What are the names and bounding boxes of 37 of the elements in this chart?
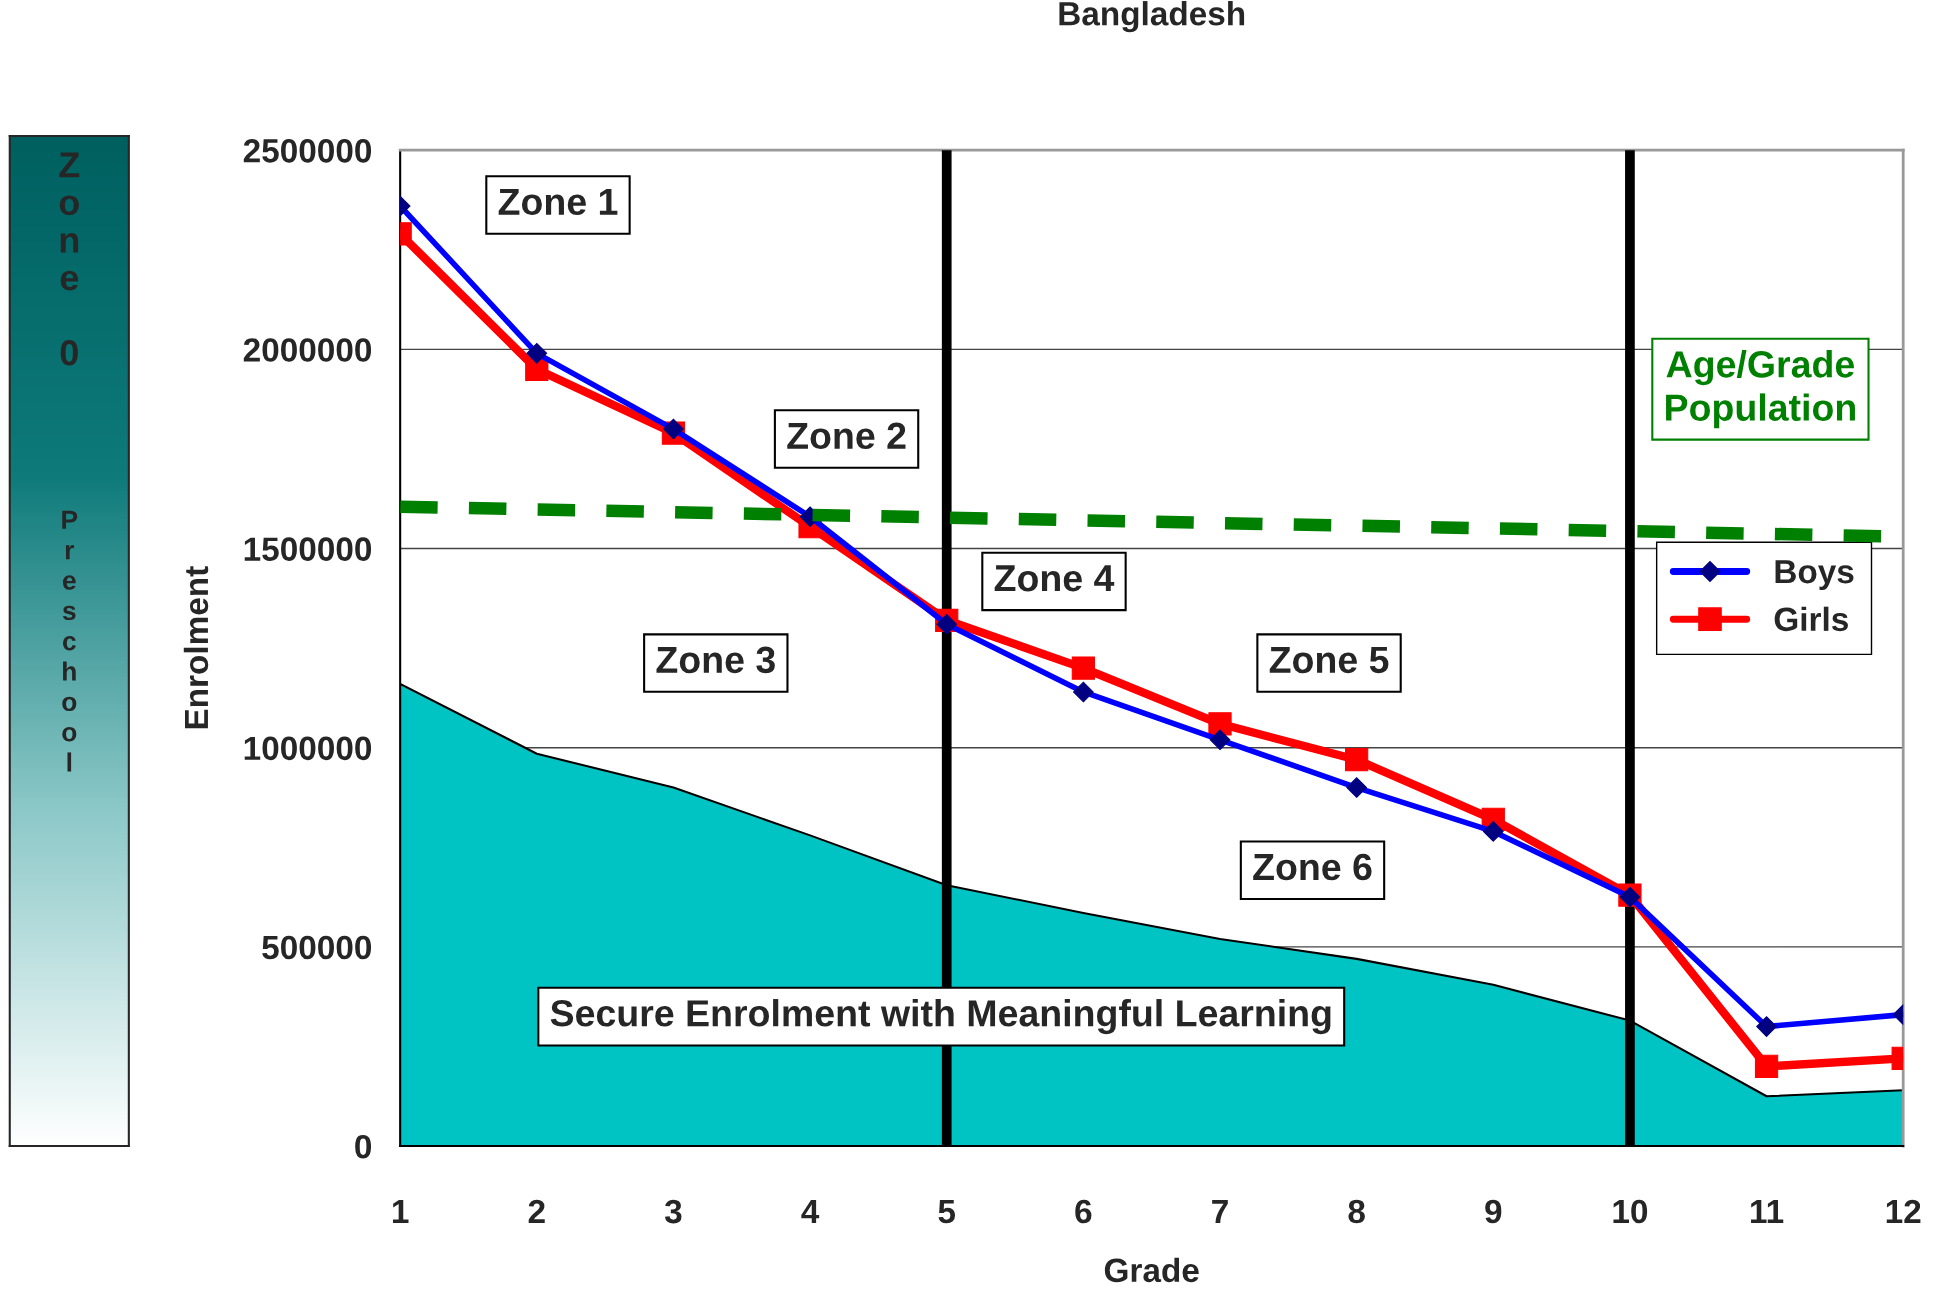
x-tick-label: 10 bbox=[1613, 1199, 1648, 1224]
y-tick-label: 500000 bbox=[262, 935, 372, 960]
x-tick-label: 4 bbox=[801, 1200, 820, 1224]
x-tick-label: 3 bbox=[664, 1199, 682, 1224]
x-tick-label: 9 bbox=[1485, 1199, 1502, 1224]
y-axis-title: Enrolment bbox=[183, 566, 209, 729]
y-tick-label: 2500000 bbox=[243, 139, 372, 163]
legend-label: Girls bbox=[1774, 606, 1848, 632]
text: Age/Grade Population bbox=[1666, 350, 1855, 429]
x-tick-label: 11 bbox=[1751, 1200, 1784, 1224]
point bbox=[1071, 656, 1095, 680]
annotation: Zone 4 bbox=[994, 565, 1115, 592]
point bbox=[1754, 1054, 1779, 1079]
annotation: Zone 1 bbox=[498, 188, 618, 216]
x-tick-label: 5 bbox=[938, 1200, 956, 1224]
y-tick-label: 1000000 bbox=[244, 736, 372, 761]
chart-title: Bangladesh bbox=[1059, 1, 1245, 33]
y-tick-label: 0 bbox=[355, 1134, 372, 1159]
annotation: Zone 6 bbox=[1253, 853, 1372, 881]
point bbox=[1345, 748, 1369, 772]
text: Zone 0 bbox=[59, 152, 80, 366]
text: Preschool bbox=[62, 510, 78, 772]
y-tick-label: 2000000 bbox=[243, 338, 372, 362]
point bbox=[1208, 712, 1232, 736]
series-label: Secure Enrolment with Meaningful Learning bbox=[550, 999, 1331, 1035]
x-tick-label: 12 bbox=[1886, 1199, 1921, 1224]
x-tick-label: 8 bbox=[1348, 1199, 1365, 1224]
legend-label: Boys bbox=[1775, 560, 1854, 591]
x-axis-title: Grade bbox=[1104, 1257, 1199, 1283]
y-tick-label: 1500000 bbox=[244, 537, 372, 561]
x-tick-label: 2 bbox=[528, 1199, 545, 1224]
x-tick-label: 6 bbox=[1075, 1199, 1092, 1224]
annotation: Zone 5 bbox=[1269, 646, 1389, 674]
x-tick-label: 7 bbox=[1212, 1200, 1228, 1224]
annotation: Zone 2 bbox=[787, 422, 906, 450]
x-tick-label: 1 bbox=[392, 1200, 409, 1224]
annotation: Zone 3 bbox=[656, 646, 775, 674]
